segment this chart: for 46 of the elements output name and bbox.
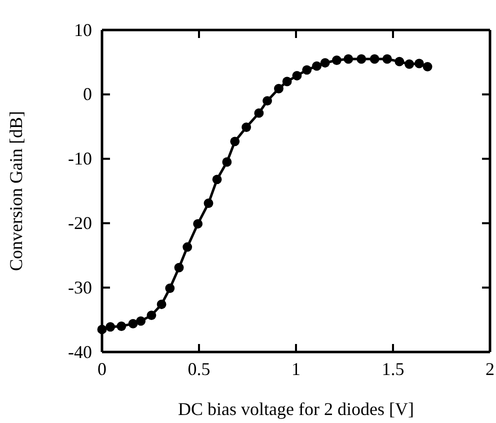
point bbox=[136, 316, 146, 326]
point bbox=[344, 54, 354, 64]
x-tick-label: 0.5 bbox=[188, 358, 210, 379]
point bbox=[282, 76, 292, 86]
y-tick-label: 10 bbox=[74, 20, 92, 40]
y-tick-label: 0 bbox=[83, 84, 92, 104]
y-tick-label: -20 bbox=[68, 212, 92, 233]
y-tick-label: -40 bbox=[68, 342, 92, 362]
x-axis-title: DC bias voltage for 2 diodes [V] bbox=[178, 399, 414, 419]
y-tick-label: -30 bbox=[68, 277, 92, 298]
y-tick-label: -10 bbox=[68, 148, 92, 169]
point bbox=[356, 54, 366, 64]
point bbox=[146, 310, 156, 320]
point bbox=[116, 322, 126, 331]
point bbox=[254, 108, 264, 118]
point bbox=[332, 56, 342, 65]
x-tick-label: 1 bbox=[292, 358, 300, 379]
point bbox=[292, 71, 302, 80]
point bbox=[404, 59, 414, 69]
point bbox=[222, 157, 232, 167]
point bbox=[422, 62, 432, 72]
point bbox=[242, 122, 252, 132]
y-axis-title: Conversion Gain [dB] bbox=[6, 111, 26, 271]
point bbox=[128, 318, 138, 328]
point bbox=[230, 136, 240, 146]
point bbox=[320, 58, 330, 68]
point bbox=[414, 58, 424, 68]
point bbox=[274, 84, 284, 94]
point bbox=[382, 54, 392, 64]
point bbox=[262, 96, 272, 106]
x-tick-label: 1.5 bbox=[382, 358, 404, 379]
x-tick-label: 2 bbox=[486, 358, 494, 379]
point bbox=[370, 54, 380, 64]
point bbox=[106, 322, 116, 332]
point bbox=[394, 56, 404, 66]
x-tick-label: 0 bbox=[98, 358, 106, 379]
point bbox=[165, 284, 175, 293]
point bbox=[193, 219, 203, 229]
point bbox=[174, 262, 184, 272]
point bbox=[302, 65, 312, 75]
point bbox=[212, 174, 222, 184]
point bbox=[97, 324, 107, 334]
point bbox=[156, 300, 166, 310]
point bbox=[204, 198, 214, 208]
point bbox=[312, 61, 322, 71]
point bbox=[182, 242, 192, 252]
